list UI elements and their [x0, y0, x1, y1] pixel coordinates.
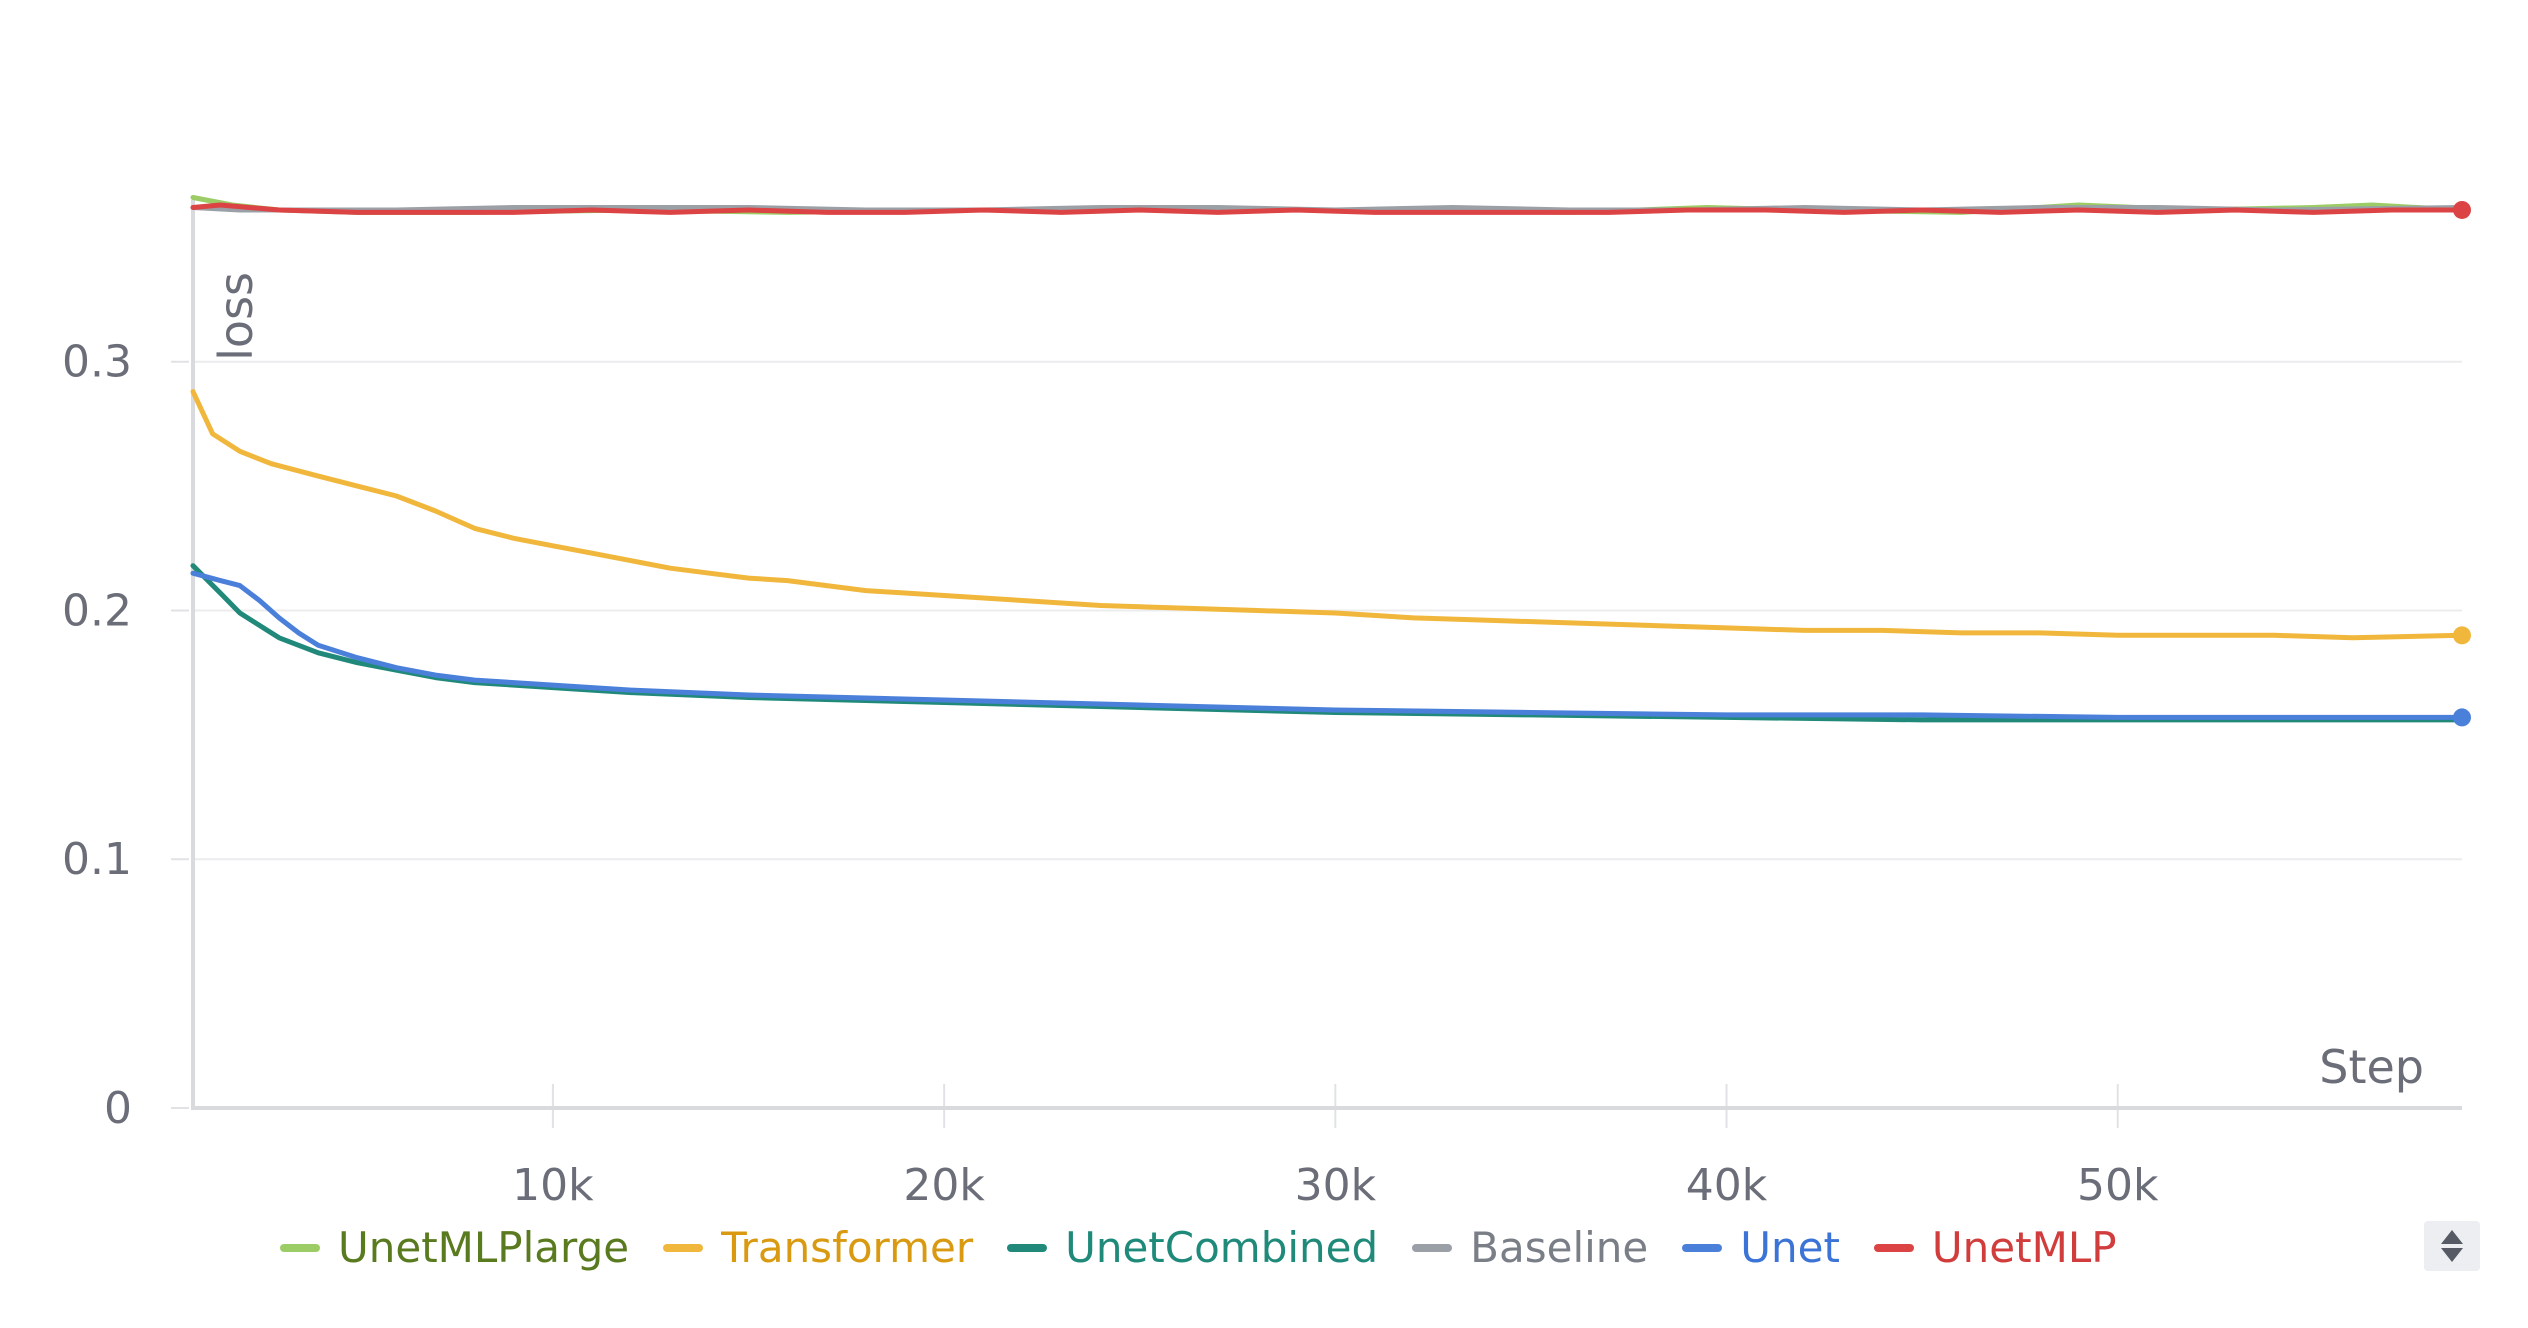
legend-item-unet[interactable]: Unet: [1682, 1220, 1840, 1276]
legend-label: UnetMLP: [1931, 1223, 2117, 1272]
y-tick-label: 0.2: [62, 585, 132, 636]
legend-label: Unet: [1740, 1223, 1840, 1272]
x-tick-label: 40k: [1686, 1160, 1768, 1211]
legend-swatch: [663, 1244, 704, 1252]
legend-label: UnetMLPlarge: [338, 1223, 630, 1272]
chevron-down-icon[interactable]: [2441, 1248, 2463, 1262]
legend-swatch: [1007, 1244, 1048, 1252]
y-axis-label: loss: [209, 272, 263, 361]
x-tick-label: 10k: [512, 1160, 594, 1211]
legend-item-unetcombined[interactable]: UnetCombined: [1007, 1220, 1378, 1276]
series-end-point-unetmlp: [2453, 200, 2471, 219]
y-tick-label: 0.3: [62, 337, 132, 388]
legend-swatch: [1412, 1244, 1453, 1252]
legend-label: Transformer: [721, 1223, 974, 1272]
series-lines: [190, 195, 2471, 727]
legend-item-unetmlplarge[interactable]: UnetMLPlarge: [280, 1220, 629, 1276]
legend-scroll-control[interactable]: [2424, 1221, 2480, 1271]
axes: [171, 200, 2462, 1128]
legend-label: Baseline: [1470, 1223, 1649, 1272]
series-line-transformer: [190, 389, 2465, 641]
legend-swatch: [280, 1244, 320, 1252]
series-line-unetcombined: [190, 563, 2465, 723]
series-line-baseline: [190, 205, 2465, 213]
legend-swatch: [1682, 1244, 1723, 1252]
legend-item-baseline[interactable]: Baseline: [1412, 1220, 1648, 1276]
x-tick-label: 20k: [903, 1160, 985, 1211]
x-tick-label: 30k: [1295, 1160, 1377, 1211]
series-end-point-transformer: [2453, 626, 2471, 645]
legend-label: UnetCombined: [1065, 1223, 1379, 1272]
legend-item-unetmlp[interactable]: UnetMLP: [1873, 1220, 2117, 1276]
x-tick-label: 50k: [2077, 1160, 2159, 1211]
y-tick-label: 0: [104, 1083, 132, 1134]
x-axis-label: Step: [2319, 1040, 2424, 1094]
series-end-point-unet: [2453, 708, 2471, 727]
y-tick-label: 0.1: [62, 834, 132, 885]
chevron-up-icon[interactable]: [2441, 1230, 2463, 1244]
legend: UnetMLPlarge Transformer UnetCombined Basel…: [280, 1218, 2117, 1278]
tick-labels: 0 0.1 0.2 0.3 10k 20k 30k 40k 50k: [62, 337, 2159, 1211]
legend-item-transformer[interactable]: Transformer: [663, 1220, 973, 1276]
series-line-unet: [190, 570, 2465, 720]
legend-swatch: [1873, 1244, 1914, 1252]
series-line-unetmlp: [190, 202, 2465, 215]
